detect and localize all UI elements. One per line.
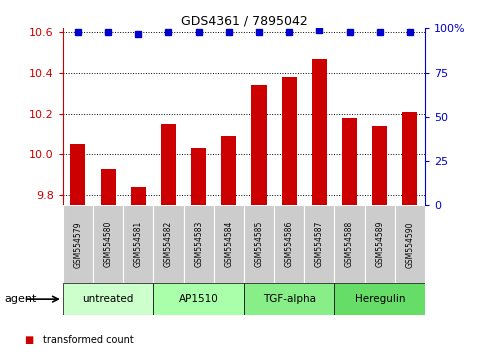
Text: ■: ■ [24,335,33,345]
Bar [334,205,365,283]
Bar [191,148,206,205]
Text: GSM554586: GSM554586 [284,221,294,268]
Bar [93,205,123,283]
Bar [395,205,425,283]
Bar [184,205,213,283]
Bar [161,124,176,205]
Text: GSM554580: GSM554580 [103,221,113,268]
Bar [131,187,146,205]
Text: GSM554579: GSM554579 [73,221,83,268]
Text: transformed count: transformed count [43,335,134,345]
Bar [244,205,274,283]
Bar [154,205,184,283]
Title: GDS4361 / 7895042: GDS4361 / 7895042 [181,14,307,27]
Bar [63,205,93,283]
Bar [402,112,417,205]
Bar [244,283,334,315]
Bar [63,283,154,315]
Bar [282,77,297,205]
Text: AP1510: AP1510 [179,294,218,304]
Text: GSM554585: GSM554585 [255,221,264,268]
Bar [71,144,85,205]
Text: GSM554587: GSM554587 [315,221,324,268]
Text: GSM554590: GSM554590 [405,221,414,268]
Bar [304,205,334,283]
Text: GSM554583: GSM554583 [194,221,203,268]
Text: TGF-alpha: TGF-alpha [263,294,316,304]
Bar [221,136,236,205]
Bar [252,85,267,205]
Bar [342,118,357,205]
Text: agent: agent [5,294,37,304]
Bar [100,169,115,205]
Bar [123,205,154,283]
Bar [372,126,387,205]
Text: GSM554588: GSM554588 [345,221,354,267]
Bar [334,283,425,315]
Text: Heregulin: Heregulin [355,294,405,304]
Text: GSM554582: GSM554582 [164,221,173,267]
Text: GSM554581: GSM554581 [134,221,143,267]
Text: GSM554589: GSM554589 [375,221,384,268]
Bar [274,205,304,283]
Bar [213,205,244,283]
Text: untreated: untreated [83,294,134,304]
Bar [154,283,244,315]
Bar [365,205,395,283]
Bar [312,59,327,205]
Text: GSM554584: GSM554584 [224,221,233,268]
